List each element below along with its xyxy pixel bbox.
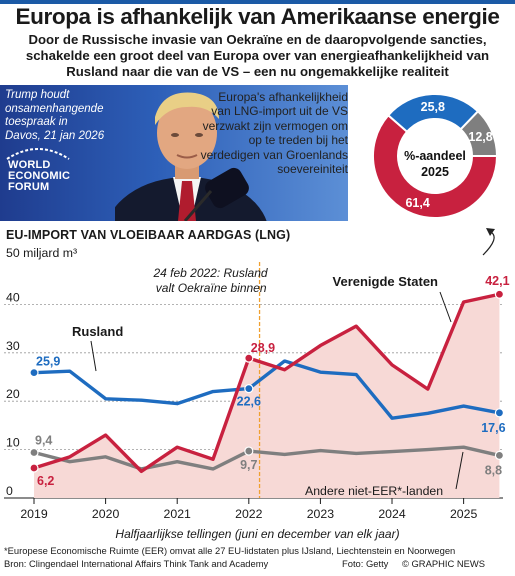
x-tick-label: 2020	[92, 507, 120, 521]
data-label: 9,4	[35, 434, 52, 448]
donut-slice	[459, 109, 499, 157]
page-subtitle: Door de Russische invasie van Oekraïne e…	[25, 32, 490, 79]
data-point	[494, 289, 505, 299]
series-name-leader	[439, 291, 452, 323]
y-tick-label: 20	[6, 387, 20, 401]
y-tick-label: 0	[6, 484, 13, 498]
series-name-label: Rusland	[72, 324, 123, 339]
y-tick-label: 10	[6, 436, 20, 450]
data-label: 42,1	[485, 274, 509, 288]
photo-panel: Trump houdt onsamenhangende toespraak in…	[0, 85, 348, 221]
data-point	[29, 368, 39, 378]
series-line	[33, 292, 500, 474]
donut-slice-label: 25,8	[421, 100, 445, 114]
series-name-label: Verenigde Staten	[333, 274, 439, 289]
donut-slice-label: 61,4	[405, 196, 429, 210]
wef-logo-line: WORLD	[8, 159, 51, 171]
donut-center-label: %-aandeel	[404, 149, 466, 163]
data-label: 25,9	[36, 355, 60, 369]
wef-logo-line: ECONOMIC	[8, 170, 71, 182]
speaker-photo	[115, 92, 267, 221]
data-point	[494, 450, 505, 461]
series-name-leader	[90, 340, 97, 372]
data-point	[244, 353, 254, 363]
share-donut-chart: %-aandeel 2025 61,4 25,8 12,8	[372, 93, 499, 219]
invasion-annotation: 24 feb 2022: Rusland	[152, 266, 267, 280]
data-point	[244, 384, 254, 394]
wef-logo-line: FORUM	[8, 181, 50, 193]
series-name-leader	[455, 451, 464, 490]
x-tick-label: 2023	[307, 507, 335, 521]
wef-arc-icon	[6, 148, 70, 160]
x-tick-label: 2022	[235, 507, 263, 521]
series-line	[33, 359, 500, 420]
data-point	[29, 447, 39, 458]
x-tick-label: 2021	[164, 507, 192, 521]
data-point	[244, 446, 254, 456]
photo-caption: Trump houdt onsamenhangende toespraak in…	[5, 89, 105, 142]
chart-title: EU-IMPORT VAN VLOEIBAAR AARDGAS (LNG)	[6, 228, 291, 242]
data-point	[29, 463, 39, 473]
data-label: 22,6	[237, 395, 261, 409]
photo-credit: Foto: Getty	[342, 558, 389, 569]
us-area-fill	[34, 294, 500, 498]
us-to-donut-arrow	[482, 231, 495, 256]
donut-center-year: 2025	[421, 165, 449, 179]
side-note: Europa's afhankelijkheid van LNG-import …	[200, 90, 348, 177]
series-line	[33, 445, 500, 471]
data-label: 17,6	[481, 421, 505, 435]
data-label: 9,7	[240, 458, 257, 472]
y-tick-label: 40	[6, 290, 20, 304]
y-axis-unit: 50 miljard m³	[6, 246, 78, 260]
y-tick-label: 30	[6, 339, 20, 353]
us-to-donut-arrowhead	[486, 228, 495, 236]
donut-slice	[372, 113, 499, 219]
invasion-annotation: valt Oekraïne binnen	[156, 281, 267, 295]
x-tick-label: 2019	[20, 507, 48, 521]
page-title: Europa is afhankelijk van Amerikaanse en…	[15, 4, 500, 29]
x-axis-label: Halfjaarlijkse tellingen (juni en decemb…	[115, 527, 400, 541]
copyright: © GRAPHIC NEWS	[402, 558, 485, 569]
wef-logo: WORLD ECONOMIC FORUM	[8, 160, 78, 193]
x-tick-label: 2025	[450, 507, 478, 521]
data-label: 28,9	[251, 341, 275, 355]
series-name-label: Andere niet-EER*-landen	[305, 484, 443, 498]
footnote: *Europese Economische Ruimte (EER) omvat…	[4, 545, 456, 556]
data-point	[494, 408, 505, 418]
donut-slice-label: 12,8	[468, 130, 492, 144]
top-accent-bar	[0, 0, 515, 4]
source-credit: Bron: Clingendael International Affairs …	[4, 558, 269, 569]
x-tick-label: 2024	[378, 507, 406, 521]
data-label: 6,2	[37, 474, 54, 488]
data-label: 8,8	[485, 463, 502, 477]
